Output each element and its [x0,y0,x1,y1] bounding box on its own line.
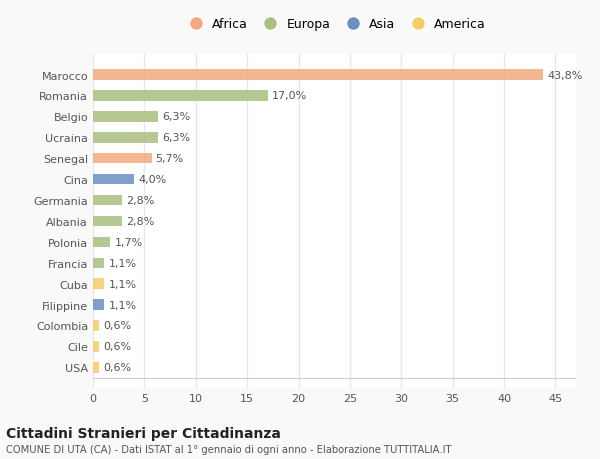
Bar [93,91,268,101]
Text: 2,8%: 2,8% [126,196,154,206]
Bar [93,258,104,269]
Bar [93,237,110,247]
Text: 6,3%: 6,3% [162,112,190,122]
Bar [93,112,158,123]
Bar [93,320,99,331]
Bar [93,216,122,227]
Bar [93,300,104,310]
Bar [93,362,99,373]
Text: Cittadini Stranieri per Cittadinanza: Cittadini Stranieri per Cittadinanza [6,426,281,440]
Text: COMUNE DI UTA (CA) - Dati ISTAT al 1° gennaio di ogni anno - Elaborazione TUTTIT: COMUNE DI UTA (CA) - Dati ISTAT al 1° ge… [6,444,452,454]
Text: 1,1%: 1,1% [109,258,137,268]
Text: 1,1%: 1,1% [109,300,137,310]
Text: 6,3%: 6,3% [162,133,190,143]
Text: 43,8%: 43,8% [547,70,583,80]
Legend: Africa, Europa, Asia, America: Africa, Europa, Asia, America [183,18,486,31]
Text: 0,6%: 0,6% [103,341,131,352]
Bar [93,133,158,143]
Bar [93,279,104,289]
Bar [93,154,152,164]
Text: 2,8%: 2,8% [126,217,154,226]
Text: 1,1%: 1,1% [109,279,137,289]
Bar [93,341,99,352]
Bar [93,196,122,206]
Text: 5,7%: 5,7% [155,154,184,164]
Text: 17,0%: 17,0% [272,91,307,101]
Text: 0,6%: 0,6% [103,321,131,331]
Bar [93,70,543,81]
Text: 1,7%: 1,7% [115,237,143,247]
Bar [93,174,134,185]
Text: 4,0%: 4,0% [138,175,166,185]
Text: 0,6%: 0,6% [103,363,131,373]
